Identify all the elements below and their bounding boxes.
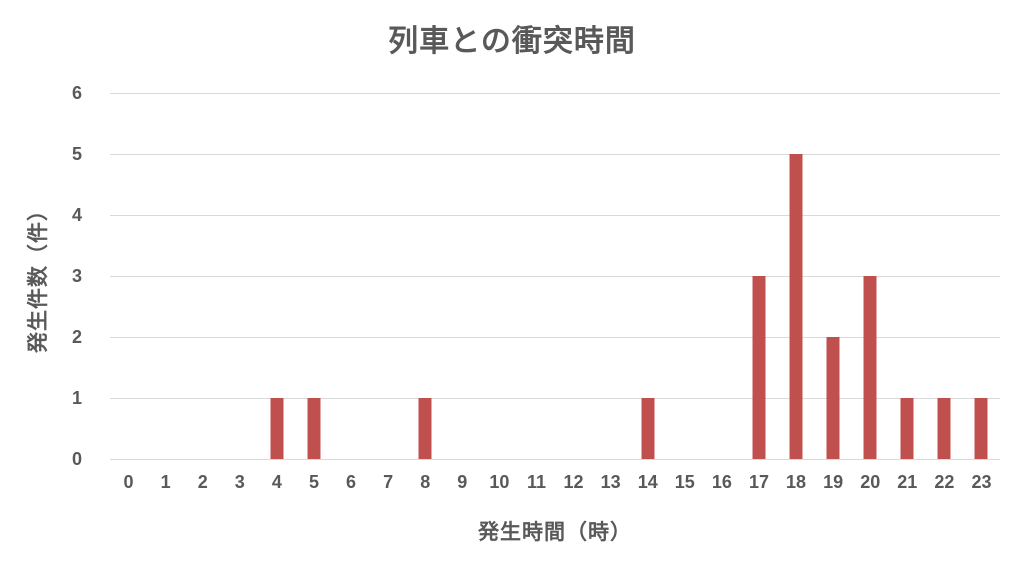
x-tick-label: 10 — [489, 472, 510, 492]
x-tick-label: 3 — [234, 472, 245, 492]
x-tick-label: 13 — [600, 472, 621, 492]
x-tick-label: 19 — [823, 472, 844, 492]
gridline — [110, 153, 1000, 155]
bar-hour-4 — [270, 398, 284, 459]
x-tick-label: 11 — [526, 472, 546, 492]
gridline — [110, 92, 1000, 94]
x-tick-label: 9 — [457, 472, 468, 492]
x-tick-label: 1 — [160, 472, 171, 492]
gridline — [110, 275, 1000, 277]
bar-hour-17 — [752, 276, 766, 459]
bar-hour-22 — [937, 398, 951, 459]
y-tick-label: 4 — [71, 205, 82, 225]
x-tick-label: 18 — [786, 472, 807, 492]
bar-hour-18 — [789, 154, 803, 459]
x-tick-label: 14 — [637, 472, 658, 492]
x-tick-label: 0 — [123, 472, 134, 492]
x-tick-label: 17 — [748, 472, 769, 492]
gridline — [110, 214, 1000, 216]
x-tick-label: 15 — [674, 472, 695, 492]
x-tick-label: 12 — [563, 472, 584, 492]
bar-hour-20 — [863, 276, 877, 459]
y-tick-label: 3 — [71, 266, 82, 286]
x-tick-label: 20 — [860, 472, 881, 492]
x-axis-title: 発生時間（時） — [478, 521, 632, 544]
x-tick-label: 23 — [971, 472, 992, 492]
x-tick-label: 8 — [420, 472, 431, 492]
gridline — [110, 336, 1000, 338]
bar-hour-5 — [307, 398, 321, 459]
gridline — [110, 397, 1000, 399]
x-tick-label: 16 — [711, 472, 732, 492]
bar-hour-8 — [418, 398, 432, 459]
y-tick-label: 1 — [71, 388, 82, 408]
y-tick-label: 6 — [71, 83, 82, 103]
bar-hour-21 — [900, 398, 914, 459]
x-tick-label: 2 — [197, 472, 208, 492]
bar-hour-23 — [974, 398, 988, 459]
x-tick-label: 21 — [897, 472, 918, 492]
bar-hour-14 — [641, 398, 655, 459]
chart-title: 列車との衝突時間 — [388, 25, 636, 58]
y-tick-label: 5 — [71, 144, 82, 164]
x-tick-label: 4 — [271, 472, 282, 492]
y-tick-label: 2 — [71, 327, 82, 347]
x-tick-label: 5 — [308, 472, 319, 492]
x-tick-label: 7 — [383, 472, 394, 492]
x-tick-label: 6 — [346, 472, 357, 492]
x-tick-label: 22 — [934, 472, 955, 492]
x-axis-line — [110, 458, 1000, 460]
plot-area: 0 1 2 3 4 5 6 0 1 2 3 4 5 6 7 8 9 10 11 12 13 14 15 16 17 18 19 20 2… — [72, 84, 1000, 491]
bar-hour-19 — [826, 337, 840, 459]
y-tick-label: 0 — [71, 449, 82, 469]
